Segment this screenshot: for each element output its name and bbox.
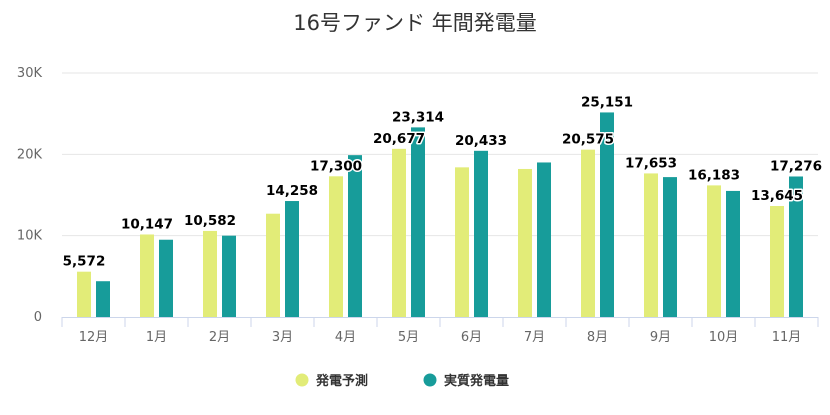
- bar-actual[interactable]: [537, 162, 551, 317]
- x-tick-label: 7月: [524, 330, 545, 345]
- grid-lines: [62, 72, 818, 237]
- bar-actual[interactable]: [285, 201, 299, 317]
- legend-marker: [423, 373, 437, 387]
- data-label: 16,183: [688, 167, 740, 183]
- bar-actual[interactable]: [96, 281, 110, 317]
- x-tick-label: 1月: [146, 330, 167, 345]
- data-labels: 5,572 10,147 10,582 17,300 20,677 20,575 17,65…: [61, 93, 823, 271]
- data-label: 10,147: [121, 216, 173, 232]
- data-label: 25,151: [581, 94, 633, 110]
- legend-item-forecast[interactable]: 発電予測: [295, 373, 369, 389]
- x-axis: 12月 1月 2月 3月 4月 5月 6月 7月 8月 9月 10月 11月: [61, 317, 819, 345]
- x-tick-label: 4月: [335, 330, 356, 345]
- y-tick-label: 20K: [17, 147, 43, 162]
- x-tick-label: 8月: [587, 330, 608, 345]
- bar-forecast[interactable]: [203, 230, 217, 317]
- data-label: 14,258: [266, 183, 318, 199]
- bar-forecast[interactable]: [140, 234, 154, 317]
- bar-actual[interactable]: [789, 176, 803, 317]
- legend-label: 発電予測: [315, 373, 368, 389]
- y-axis-ticks: 0 10K 20K 30K: [17, 66, 43, 325]
- legend-item-actual[interactable]: 実質発電量: [423, 373, 510, 389]
- legend-marker: [295, 373, 309, 387]
- x-tick-label: 10月: [709, 330, 739, 345]
- bar-actual[interactable]: [663, 177, 677, 317]
- bar-actual[interactable]: [222, 235, 236, 317]
- bar-forecast[interactable]: [392, 148, 406, 317]
- bar-forecast[interactable]: [644, 173, 658, 317]
- y-tick-label: 0: [34, 310, 42, 325]
- bar-forecast[interactable]: [266, 213, 280, 317]
- x-tick-label: 2月: [209, 330, 230, 345]
- x-tick-label: 3月: [272, 330, 293, 345]
- data-label: 17,653: [625, 155, 677, 171]
- bar-actual[interactable]: [348, 155, 362, 317]
- data-label: 23,314: [392, 109, 444, 125]
- bar-forecast[interactable]: [581, 149, 595, 317]
- bar-actual[interactable]: [726, 190, 740, 317]
- data-label: 20,677: [373, 131, 425, 147]
- bar-forecast[interactable]: [770, 206, 784, 317]
- y-tick-label: 30K: [17, 66, 43, 81]
- x-tick-label: 9月: [650, 330, 671, 345]
- bar-forecast[interactable]: [707, 185, 721, 317]
- bar-forecast[interactable]: [518, 168, 532, 317]
- data-label: 10,582: [184, 213, 236, 229]
- data-label: 17,276: [770, 158, 822, 174]
- x-tick-label: 5月: [398, 330, 419, 345]
- legend-label: 実質発電量: [444, 373, 509, 389]
- legend[interactable]: 発電予測 実質発電量: [295, 373, 510, 389]
- bar-forecast[interactable]: [329, 176, 343, 317]
- bar-forecast[interactable]: [77, 271, 91, 317]
- bar-actual[interactable]: [411, 127, 425, 318]
- bar-actual[interactable]: [159, 239, 173, 317]
- bar-forecast[interactable]: [455, 167, 469, 317]
- data-label: 13,645: [751, 188, 803, 204]
- x-tick-label: 6月: [461, 330, 482, 345]
- bars: [77, 112, 803, 318]
- bar-actual[interactable]: [600, 112, 614, 317]
- x-tick-label: 11月: [772, 330, 802, 345]
- data-label: 20,575: [562, 132, 614, 148]
- data-label: 20,433: [455, 133, 507, 149]
- x-tick-label: 12月: [79, 330, 109, 345]
- chart-title: 16号ファンド 年間発電量: [293, 11, 536, 35]
- bar-actual[interactable]: [474, 150, 488, 317]
- data-label: 17,300: [310, 158, 362, 174]
- y-tick-label: 10K: [17, 229, 43, 244]
- data-label: 5,572: [63, 254, 106, 270]
